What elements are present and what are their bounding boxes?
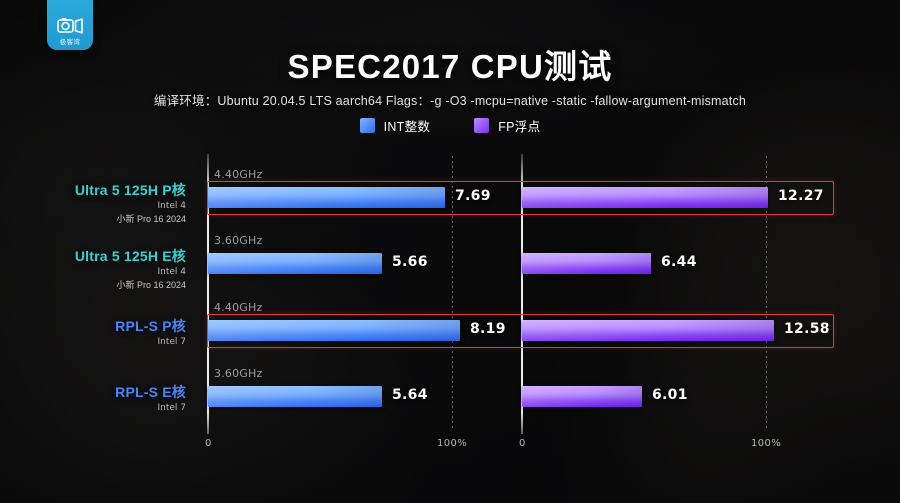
bar-track-fp-3: 6.01: [522, 386, 834, 407]
bar-track-fp-1: 6.44: [522, 253, 834, 274]
bar-track-fp-2: 12.58: [522, 320, 834, 341]
bar-value-fp-2: 12.58: [784, 321, 830, 337]
tick-fp-hundred: 100%: [751, 438, 782, 449]
gridline-int-100: [452, 156, 453, 431]
category-name-2: RPL-S P核: [115, 318, 186, 334]
page-title: SPEC2017 CPU测试: [287, 48, 613, 85]
bar-value-fp-0: 12.27: [778, 188, 824, 204]
camera-badge-icon: [57, 17, 83, 34]
bar-track-int-0: 7.69: [208, 187, 520, 208]
bar-int-1: [208, 253, 382, 274]
clock-label-int-2: 4.40GHz: [214, 301, 263, 314]
gridline-fp-100: [766, 156, 767, 431]
category-label-0: Ultra 5 125H P核 Intel 4 小新 Pro 16 2024: [75, 182, 186, 226]
bar-value-int-1: 5.66: [392, 254, 428, 270]
bar-fp-0: [522, 187, 768, 208]
clock-label-int-1: 3.60GHz: [214, 234, 263, 247]
bar-row-int-3: 3.60GHz 5.64: [207, 367, 520, 433]
bar-track-int-1: 5.66: [208, 253, 520, 274]
category-device-0: 小新 Pro 16 2024: [116, 214, 186, 225]
bar-int-0: [208, 187, 445, 208]
category-name-1: Ultra 5 125H E核: [74, 248, 186, 264]
compile-environment-subtitle: 编译环境：Ubuntu 20.04.5 LTS aarch64 Flags：-g…: [153, 94, 747, 108]
bar-fp-1: [522, 253, 651, 274]
category-name-3: RPL-S E核: [115, 384, 186, 400]
bar-track-int-3: 5.64: [208, 386, 520, 407]
axis-line-fp: [521, 154, 523, 434]
category-process-3: Intel 7: [157, 403, 186, 414]
chart-plot-area: 0 100% 4.40GHz 7.69 3.60GHz 5.66: [0, 152, 900, 462]
bar-fp-3: [522, 386, 642, 407]
bar-value-fp-1: 6.44: [661, 254, 697, 270]
bar-row-int-1: 3.60GHz 5.66: [207, 234, 520, 300]
bar-track-fp-0: 12.27: [522, 187, 834, 208]
tick-int-zero: 0: [205, 438, 212, 449]
clock-label-int-3: 3.60GHz: [214, 367, 263, 380]
legend-item-fp: FP浮点: [474, 116, 540, 135]
category-label-2: RPL-S P核 Intel 7: [115, 318, 186, 349]
category-device-1: 小新 Pro 16 2024: [116, 280, 186, 291]
legend-swatch-fp-icon: [474, 118, 490, 133]
panel-int: 0 100% 4.40GHz 7.69 3.60GHz 5.66: [205, 152, 520, 449]
tick-fp-zero: 0: [519, 438, 526, 449]
category-process-2: Intel 7: [157, 337, 186, 348]
bar-value-fp-3: 6.01: [652, 387, 688, 403]
bar-fp-2: [522, 320, 774, 341]
channel-logo-text: 极客湾: [59, 37, 81, 46]
bar-int-3: [208, 386, 382, 407]
panel-fp: 0 100% 12.27 6.44: [519, 152, 834, 449]
legend-label-int: INT整数: [383, 120, 431, 134]
legend-swatch-int-icon: [359, 118, 375, 133]
bar-row-int-0: 4.40GHz 7.69: [207, 168, 520, 234]
bar-int-2: [208, 320, 460, 341]
bar-value-int-3: 5.64: [392, 387, 428, 403]
category-label-1: Ultra 5 125H E核 Intel 4 小新 Pro 16 2024: [75, 248, 186, 292]
bar-track-int-2: 8.19: [208, 320, 520, 341]
bar-value-int-0: 7.69: [455, 188, 491, 204]
legend-label-fp: FP浮点: [498, 120, 541, 134]
channel-logo-badge: 极客湾: [47, 0, 93, 50]
chart-legend: INT整数 FP浮点: [0, 116, 900, 135]
bar-row-fp-0: 12.27: [521, 168, 834, 234]
bar-row-fp-3: 6.01: [521, 367, 834, 433]
bar-row-fp-2: 12.58: [521, 301, 834, 367]
category-process-1: Intel 4: [157, 267, 186, 278]
category-name-0: Ultra 5 125H P核: [74, 182, 186, 198]
category-label-3: RPL-S E核 Intel 7: [115, 384, 186, 415]
bar-row-int-2: 4.40GHz 8.19: [207, 301, 520, 367]
axis-line-int: [207, 154, 209, 434]
bar-value-int-2: 8.19: [470, 321, 506, 337]
category-process-0: Intel 4: [157, 201, 186, 212]
bar-row-fp-1: 6.44: [521, 234, 834, 300]
legend-item-int: INT整数: [359, 116, 431, 135]
category-labels: Ultra 5 125H P核 Intel 4 小新 Pro 16 2024 U…: [0, 152, 200, 462]
clock-label-int-0: 4.40GHz: [214, 168, 263, 181]
tick-int-hundred: 100%: [437, 438, 468, 449]
